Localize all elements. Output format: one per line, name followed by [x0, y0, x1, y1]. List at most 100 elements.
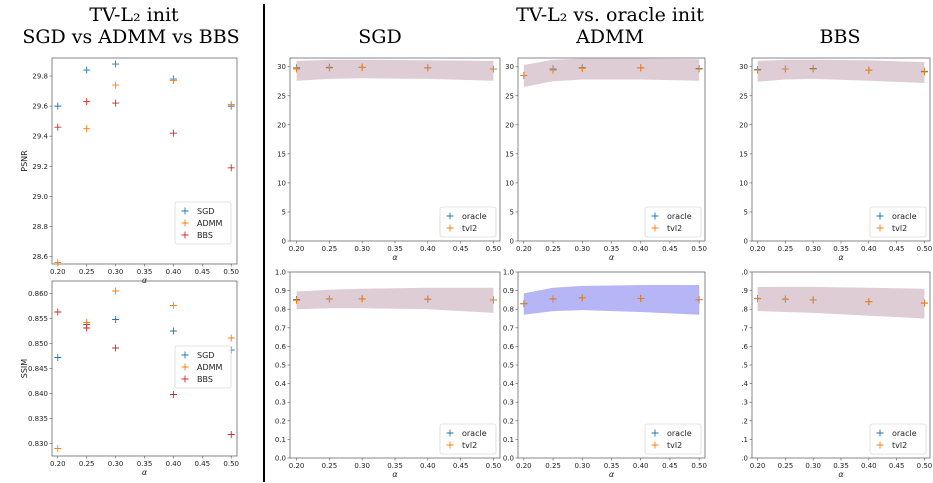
bbs-ssim-confidence-band [757, 286, 925, 319]
admm-psnr-xtick-label: 0.25 [545, 245, 561, 253]
sgd-ssim-legend-box [439, 423, 497, 455]
sgd-psnr-point-tvl2 [424, 64, 432, 72]
left-psnr-legend: SGD ADMM BBS [174, 201, 232, 245]
left-ssim-chart: 0.20 0.25 0.30 0.35 0.40 0.45 0.50 0.830 0.835 0.… [20, 280, 239, 477]
bbs-psnr-legend-marker [876, 224, 884, 232]
sgd-ssim-ytick-label: 0.2 [275, 417, 286, 425]
left-ssim-point-bbs [227, 431, 235, 438]
sgd-psnr-xtick-label: 0.50 [486, 245, 502, 253]
admm-ssim-ytick-label: 1.0 [503, 269, 514, 277]
admm-psnr-point-tvl2 [637, 64, 645, 72]
sgd-ssim-ytick-label: 0.6 [275, 343, 287, 351]
bbs-ssim-ytick-label: .3 [741, 399, 748, 407]
bbs-ssim-xtick-label: 0.25 [778, 462, 794, 470]
sgd-ssim-point-tvl2 [424, 295, 432, 303]
admm-psnr-ytick-label: 10 [505, 179, 514, 187]
sgd-ssim-ytick-label: 0.0 [275, 455, 286, 463]
left-psnr-xtick-label: 0.25 [79, 268, 95, 276]
left-ssim-legend-label: ADMM [197, 363, 223, 372]
left-psnr-ytick-label: 29.4 [32, 133, 48, 141]
bbs-ssim-ytick-label: .2 [741, 417, 748, 425]
sgd-psnr-point-tvl2 [489, 65, 497, 73]
admm-psnr-xtick-label: 0.20 [516, 245, 532, 253]
left-ssim-legend-marker [181, 363, 189, 371]
admm-ssim-legend: oracle tvl2 [644, 423, 702, 455]
bbs-psnr-legend-label: tvl2 [892, 224, 907, 233]
admm-ssim-xtick-label: 0.30 [574, 462, 590, 470]
admm-ssim-ytick-label: 0.1 [503, 436, 514, 444]
left-psnr-point-bbs [112, 99, 120, 107]
bbs-psnr-xtick-label: 0.50 [917, 245, 933, 253]
admm-psnr-point-tvl2 [695, 65, 703, 73]
bbs-ssim-ytick-label: .7 [741, 324, 748, 332]
sgd-ssim-point-tvl2 [358, 295, 366, 303]
bbs-psnr-ytick-label: 5 [744, 208, 748, 216]
admm-ssim-ytick-label: 0.2 [503, 417, 514, 425]
sgd-ssim-xtick-label: 0.20 [289, 462, 305, 470]
left-ssim-point-sgd [169, 327, 177, 335]
admm-psnr-chart: 0.20 0.25 0.30 0.35 0.40 0.45 0.50 0 5 10 15 20 25 30… [505, 57, 707, 262]
admm-ssim-ytick-label: 0.7 [503, 324, 514, 332]
bbs-psnr-xtick-label: 0.30 [805, 245, 821, 253]
admm-psnr-legend-marker [651, 212, 659, 220]
sgd-ssim-legend-label: tvl2 [462, 441, 477, 450]
left-ssim-xtick-label: 0.30 [108, 460, 124, 468]
sgd-psnr-legend-marker [446, 224, 454, 232]
admm-ssim-ytick-label: 0.4 [503, 380, 515, 388]
left-ssim-xtick-label: 0.45 [195, 460, 211, 468]
sgd-psnr-xtick-label: 0.30 [354, 245, 370, 253]
left-psnr-legend-label: BBS [197, 231, 213, 240]
sgd-ssim-xtick-label: 0.40 [420, 462, 436, 470]
bbs-psnr-legend-marker [876, 212, 884, 220]
left-ssim-ytick-label: 0.850 [28, 340, 48, 348]
left-psnr-point-sgd [112, 60, 120, 68]
sgd-psnr-xtick-label: 0.35 [387, 245, 403, 253]
left-psnr-xtick-label: 0.45 [195, 268, 211, 276]
bbs-ssim-xtick-label: 0.50 [917, 462, 933, 470]
admm-psnr-xtick-label: 0.50 [691, 245, 707, 253]
left-ssim-legend-label: BBS [197, 375, 213, 384]
bbs-psnr-point-tvl2 [920, 68, 928, 76]
sgd-ssim-confidence-band [296, 287, 494, 313]
bbs-ssim-xtick-label: 0.40 [861, 462, 877, 470]
admm-psnr-point-tvl2 [549, 66, 557, 74]
sgd-ssim-legend-label: oracle [462, 429, 487, 438]
left-ssim-legend: SGD ADMM BBS [174, 345, 232, 389]
bbs-psnr-ytick-label: 10 [739, 179, 748, 187]
admm-psnr-point-tvl2 [578, 64, 586, 72]
bbs-psnr-chart: 0.20 0.25 0.30 0.35 0.40 0.45 0.50 0 5 10 15 20 25 30… [739, 57, 933, 262]
bbs-ssim-xtick-label: 0.45 [889, 462, 905, 470]
left-ssim-xtick-label: 0.50 [223, 460, 239, 468]
admm-psnr-legend: oracle tvl2 [644, 206, 702, 238]
bbs-ssim-legend-box [869, 423, 927, 455]
admm-psnr-point-tvl2 [520, 71, 528, 79]
bbs-ssim-point-tvl2 [781, 295, 789, 303]
bbs-psnr-xtick-label: 0.35 [833, 245, 849, 253]
sgd-psnr-xlabel: α [392, 253, 398, 262]
left-psnr-legend-marker [181, 207, 189, 215]
sgd-ssim-chart: 0.20 0.25 0.30 0.35 0.40 0.45 0.50 0.0 0.1 0.2 0.3… [275, 269, 501, 480]
bbs-ssim-ytick-label: .5 [741, 362, 748, 370]
bbs-ssim-ytick-label: .6 [741, 343, 748, 351]
sgd-psnr-legend-label: tvl2 [462, 224, 477, 233]
left-psnr-point-admm [227, 101, 235, 109]
sgd-ssim-xlabel: α [392, 470, 398, 479]
admm-psnr-legend-label: tvl2 [667, 224, 682, 233]
left-psnr-xtick-label: 0.30 [108, 268, 124, 276]
left-ssim-point-admm [169, 302, 177, 309]
right-title: TV-L₂ vs. oracle init [516, 4, 704, 26]
bbs-psnr-xtick-label: 0.45 [889, 245, 905, 253]
left-ssim-point-bbs [112, 344, 120, 352]
left-psnr-ytick-label: 29.0 [32, 193, 48, 201]
sgd-column-title: SGD [358, 26, 402, 48]
left-ssim-ytick-label: 0.830 [28, 440, 48, 448]
admm-psnr-ytick-label: 0 [510, 238, 514, 246]
left-ssim-point-bbs [169, 391, 177, 398]
bbs-psnr-ytick-label: 30 [739, 63, 748, 71]
sgd-psnr-ytick-label: 5 [282, 208, 286, 216]
sgd-psnr-point-tvl2 [325, 64, 333, 72]
sgd-ssim-xtick-label: 0.35 [387, 462, 403, 470]
left-ssim-point-sgd [54, 354, 62, 361]
admm-ssim-xtick-label: 0.25 [545, 462, 561, 470]
